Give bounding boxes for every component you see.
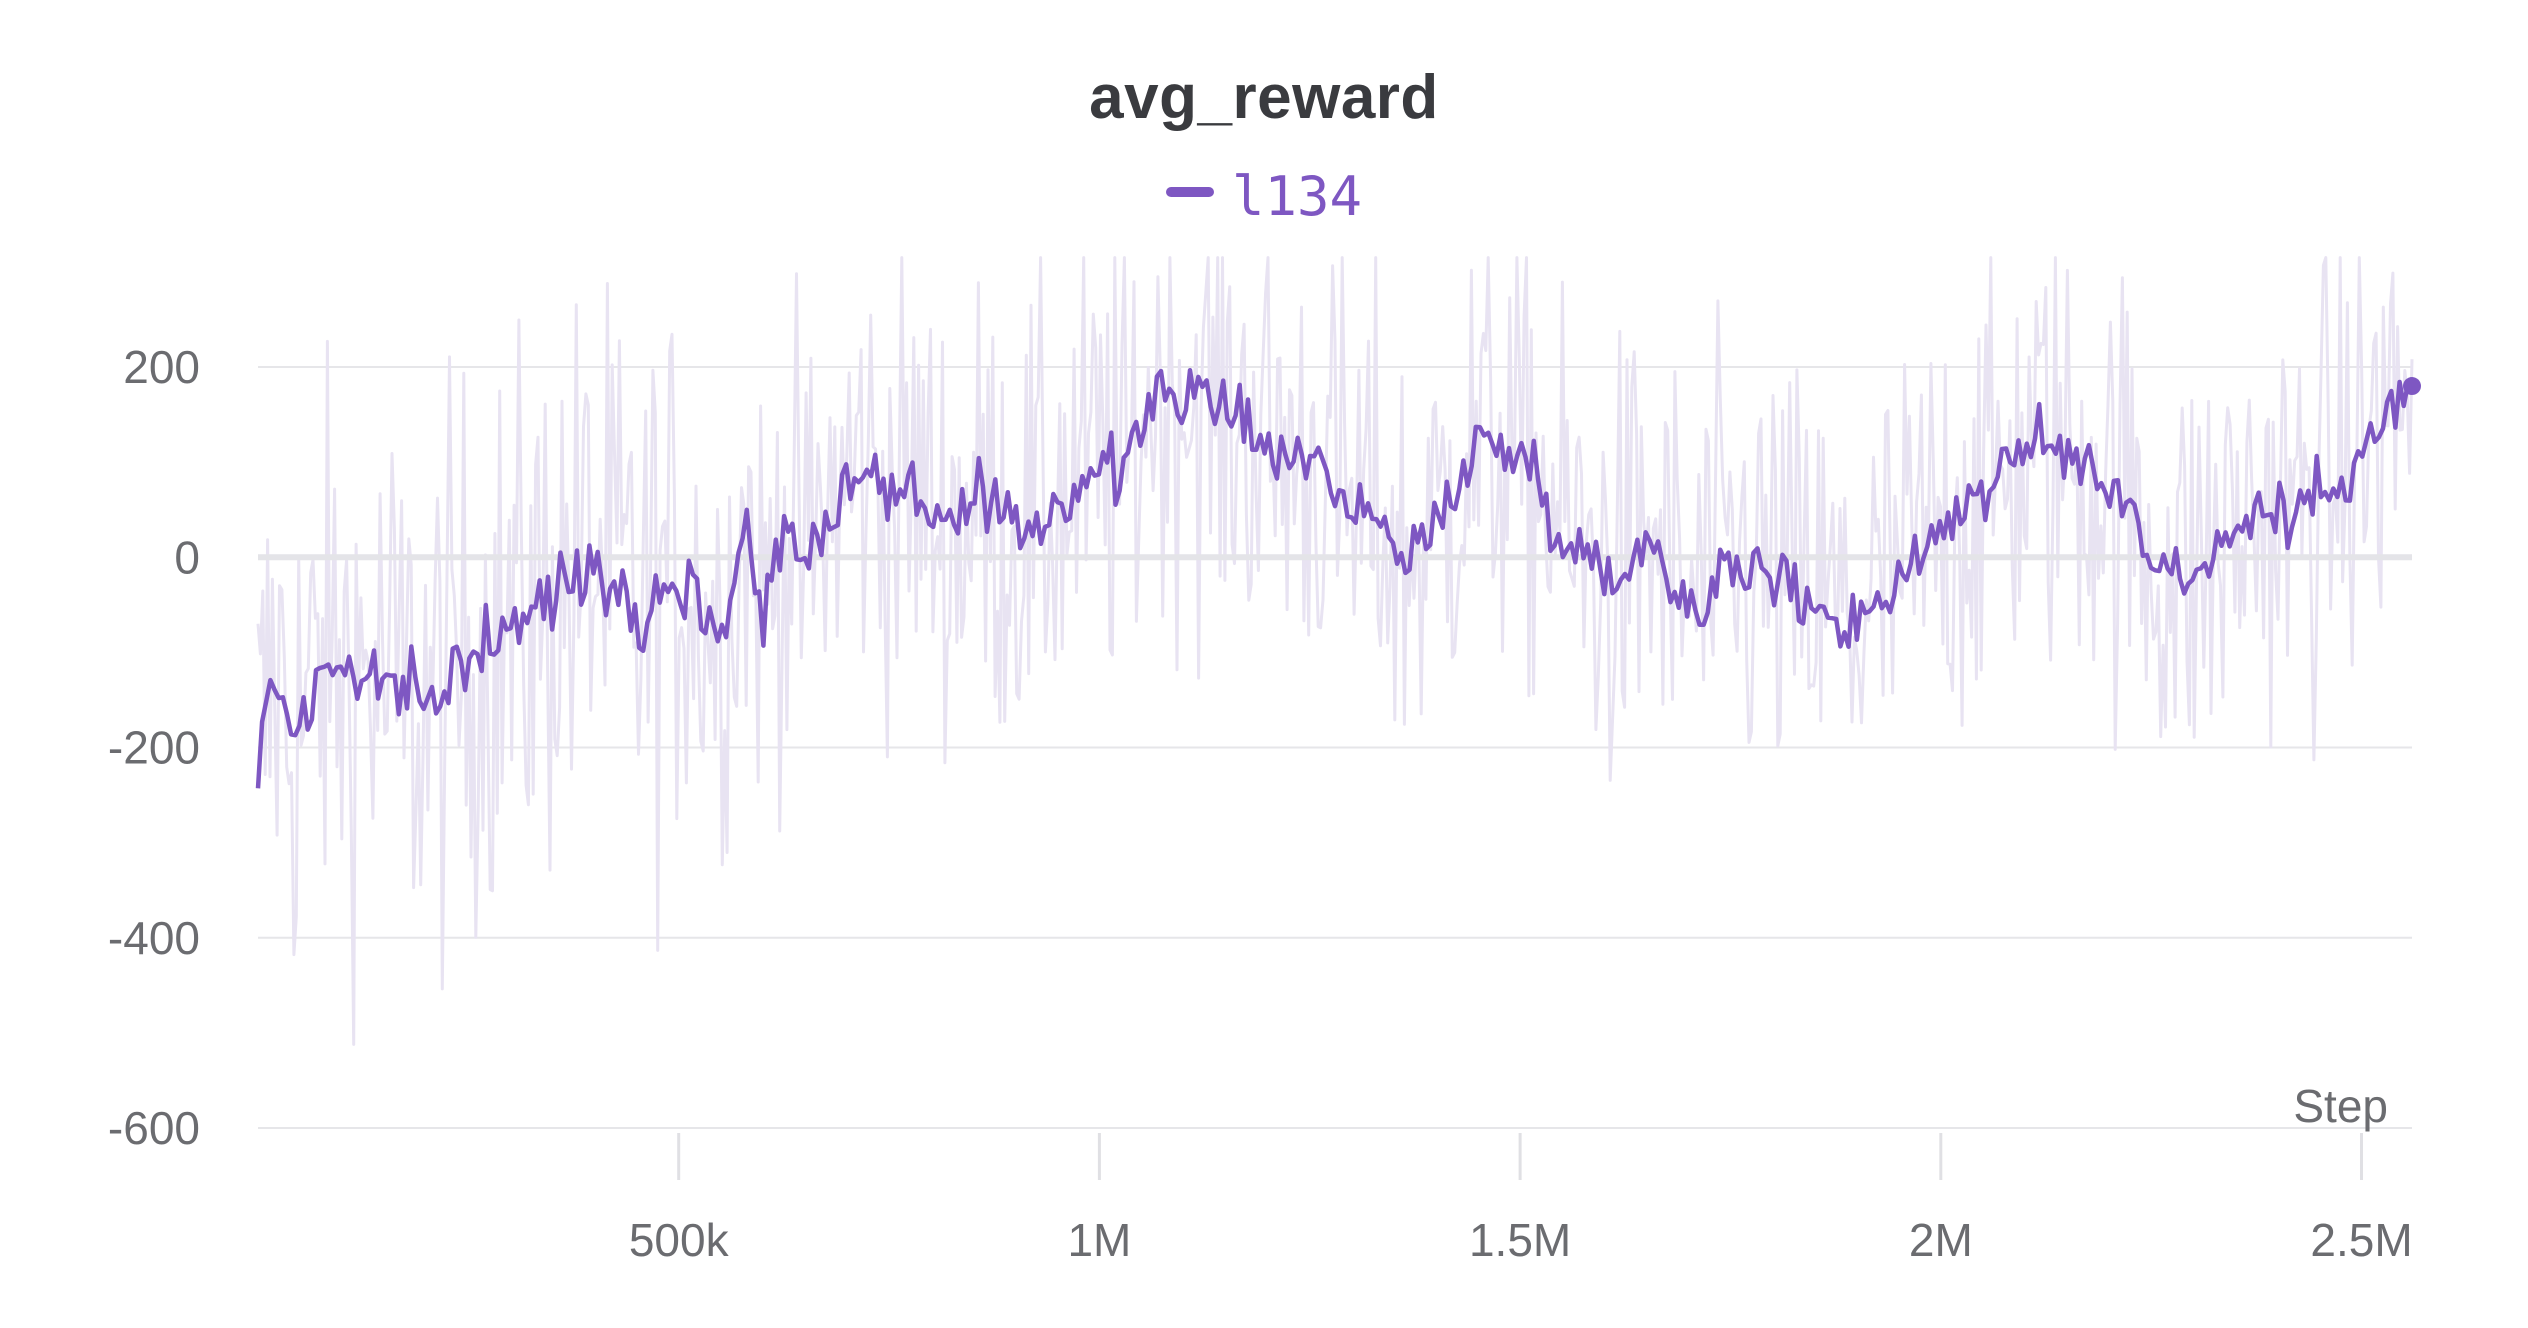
chart-title: avg_reward — [1089, 63, 1439, 132]
y-tick-label: -600 — [108, 1102, 200, 1154]
x-axis-label: Step — [2293, 1080, 2388, 1132]
tick-layer: 200 0 -200 -400 -600 500k 1M 1.5M 2M 2.5M — [108, 341, 2413, 1266]
raw-series-line — [256, 256, 2414, 1046]
raw-series-layer — [256, 256, 2414, 1046]
smoothed-series-line — [255, 367, 2413, 789]
x-tick-label: 500k — [629, 1214, 730, 1266]
smoothed-series-layer — [255, 367, 2421, 789]
x-tick-label: 1M — [1067, 1214, 1131, 1266]
legend: l134 — [0, 162, 2528, 228]
x-tick-label: 1.5M — [1469, 1214, 1571, 1266]
y-tick-label: -400 — [108, 912, 200, 964]
series-endpoint-marker — [2403, 377, 2421, 396]
y-tick-label: 0 — [174, 531, 200, 583]
x-tick-label: 2M — [1909, 1214, 1973, 1266]
legend-label: l134 — [1231, 165, 1363, 229]
y-tick-label: -200 — [108, 722, 200, 774]
y-tick-label: 200 — [123, 341, 200, 393]
legend-swatch — [1165, 186, 1214, 197]
x-tick-label: 2.5M — [2310, 1214, 2412, 1266]
